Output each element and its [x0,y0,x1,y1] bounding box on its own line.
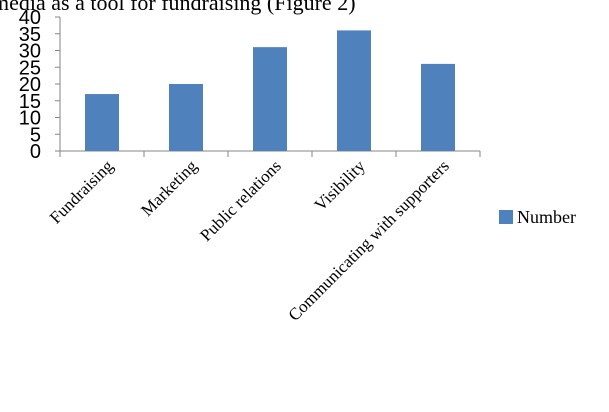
x-axis [59,150,481,157]
bars [85,30,455,151]
bar [169,84,203,151]
x-category-label: Public relations [196,156,285,245]
x-category-label: Communicating with supporters [284,156,452,324]
x-category-label: Visibility [311,156,369,214]
figure-caption: media as a tool for fundraising (Figure … [0,0,356,15]
y-tick-label: 15 [19,91,41,113]
y-tick-label: 0 [30,141,41,163]
y-tick-label: 30 [19,41,41,63]
y-tick-label: 40 [19,7,41,29]
bar [421,63,455,151]
bar [85,94,119,151]
y-tick-label: 10 [19,108,41,130]
bar [337,30,371,151]
y-tick-label: 35 [19,24,41,46]
legend: Number [499,207,576,227]
legend-label-number: Number [517,207,576,227]
legend-swatch [499,210,513,224]
bar [253,47,287,151]
y-tick-label: 5 [30,124,41,146]
x-category-label: Marketing [137,156,201,220]
y-tick-label: 20 [19,74,41,96]
y-tick-label: 25 [19,57,41,79]
x-category-label: Fundraising [46,156,117,227]
